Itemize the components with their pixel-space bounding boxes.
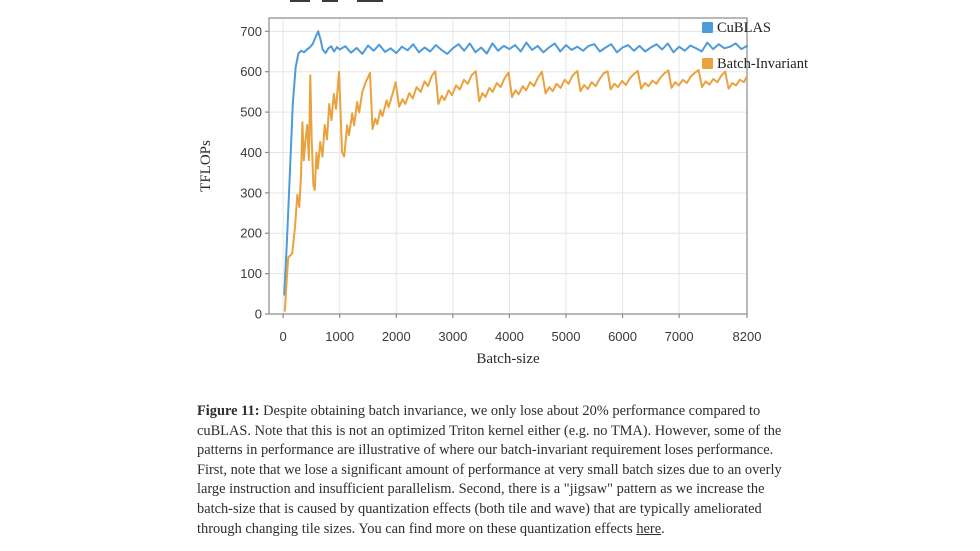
y-tick-label: 400 xyxy=(240,145,262,160)
x-tick-label: 5000 xyxy=(552,329,581,344)
performance-chart: 0 1000 2000 3000 4000 5000 6000 7000 8200 0 100 200… xyxy=(198,17,808,367)
y-tick-label: 0 xyxy=(255,307,262,322)
series-line-cublas xyxy=(283,30,748,296)
cropped-text-fragment xyxy=(357,0,383,2)
y-axis-title: TFLOPs xyxy=(198,140,214,192)
series-line-batch-invariant xyxy=(283,69,748,312)
cropped-text-fragment xyxy=(290,0,310,2)
caption-period: . xyxy=(661,520,665,537)
y-tick-label: 100 xyxy=(240,266,262,281)
x-tick-label: 1000 xyxy=(325,329,354,344)
figure-caption: Figure 11: Despite obtaining batch invar… xyxy=(197,402,801,539)
legend-swatch-batch-invariant xyxy=(702,58,713,69)
y-tick-label: 600 xyxy=(240,64,262,79)
legend-swatch-cublas xyxy=(702,22,713,33)
y-tick-label: 300 xyxy=(240,185,262,200)
legend-label-batch-invariant: Batch-Invariant xyxy=(717,56,808,72)
x-axis-title: Batch-size xyxy=(476,351,540,367)
legend-label-cublas: CuBLAS xyxy=(717,20,771,36)
cropped-text-fragment xyxy=(322,0,338,2)
x-tick-label: 3000 xyxy=(438,329,467,344)
x-tick-label: 4000 xyxy=(495,329,524,344)
x-tick-label: 2000 xyxy=(382,329,411,344)
y-tick-label: 700 xyxy=(240,24,262,39)
plot-frame xyxy=(268,17,748,315)
caption-text: Despite obtaining batch invariance, we o… xyxy=(197,403,782,537)
figure-label: Figure 11: xyxy=(197,403,260,419)
x-tick-label: 7000 xyxy=(665,329,694,344)
x-tick-label: 6000 xyxy=(608,329,637,344)
x-tick-label: 0 xyxy=(280,329,287,344)
y-tick-label: 200 xyxy=(240,226,262,241)
x-tick-label: 8200 xyxy=(733,329,762,344)
y-tick-label: 500 xyxy=(240,105,262,120)
here-link[interactable]: here xyxy=(636,520,662,537)
